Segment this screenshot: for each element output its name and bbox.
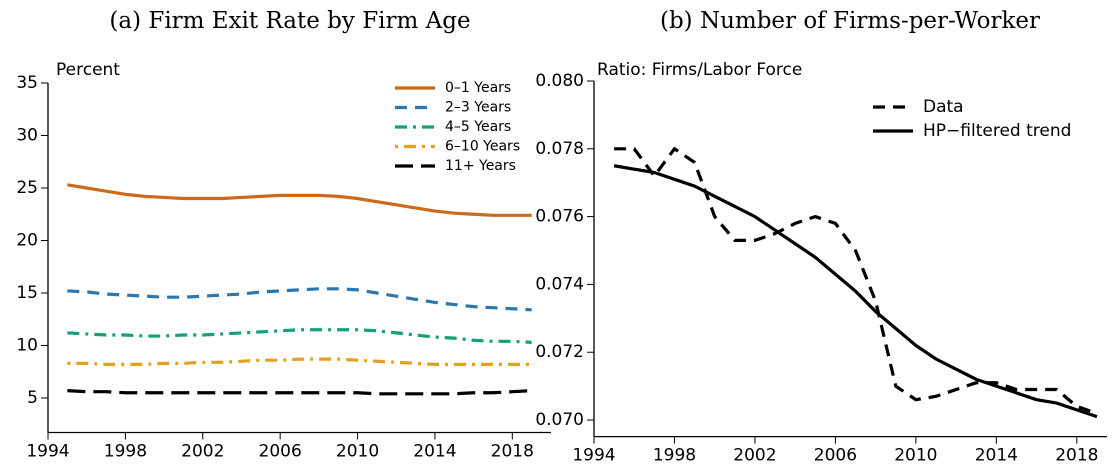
y-tick-label: 0.072 — [535, 342, 584, 362]
line-series — [614, 146, 1098, 415]
chart-title: (a) Firm Exit Rate by Firm Age — [109, 8, 470, 34]
line-series — [613, 164, 1098, 419]
y-tick-label: 30 — [16, 126, 38, 146]
y-tick-label: 35 — [16, 73, 38, 93]
x-tick-label: 2002 — [181, 442, 224, 462]
x-tick-label: 1994 — [572, 446, 615, 464]
y-tick-label: 0.076 — [535, 207, 584, 227]
x-tick-label: 2006 — [259, 442, 302, 462]
y-tick-label: 15 — [16, 283, 38, 303]
legend-label: 2–3 Years — [445, 100, 511, 116]
y-tick-label: 0.074 — [535, 274, 584, 294]
x-tick-label: 1994 — [26, 442, 69, 462]
x-tick-label: 2010 — [336, 442, 379, 462]
line-series — [67, 389, 532, 396]
y-tick-label: 0.070 — [535, 410, 584, 430]
legend-label: Data — [923, 97, 964, 117]
x-tick-label: 2006 — [814, 446, 857, 464]
y-tick-label: 0.080 — [535, 71, 584, 91]
y-tick-label: 20 — [16, 231, 38, 251]
line-series — [67, 328, 532, 344]
x-tick-label: 2002 — [733, 446, 776, 464]
line-series — [67, 287, 532, 312]
y-axis-label: Ratio: Firms/Labor Force — [597, 60, 802, 80]
legend-label: 6–10 Years — [445, 139, 520, 155]
x-tick-label: 2018 — [1055, 446, 1098, 464]
x-tick-label: 1998 — [104, 442, 147, 462]
line-series — [67, 357, 532, 366]
x-tick-label: 2018 — [491, 442, 534, 462]
x-tick-label: 2010 — [894, 446, 937, 464]
chart-title: (b) Number of Firms-per-Worker — [660, 8, 1040, 34]
y-tick-label: 5 — [27, 388, 38, 408]
x-tick-label: 2014 — [975, 446, 1018, 464]
x-tick-label: 1998 — [653, 446, 696, 464]
y-tick-label: 0.078 — [535, 139, 584, 159]
legend-label: 0–1 Years — [445, 80, 511, 96]
legend-label: HP−filtered trend — [923, 121, 1071, 141]
legend-label: 11+ Years — [445, 158, 516, 174]
line-series — [67, 183, 532, 217]
y-tick-label: 25 — [16, 178, 38, 198]
y-axis-label: Percent — [56, 60, 120, 80]
legend-label: 4–5 Years — [445, 119, 511, 135]
x-tick-label: 2014 — [413, 442, 456, 462]
y-tick-label: 10 — [16, 336, 38, 356]
